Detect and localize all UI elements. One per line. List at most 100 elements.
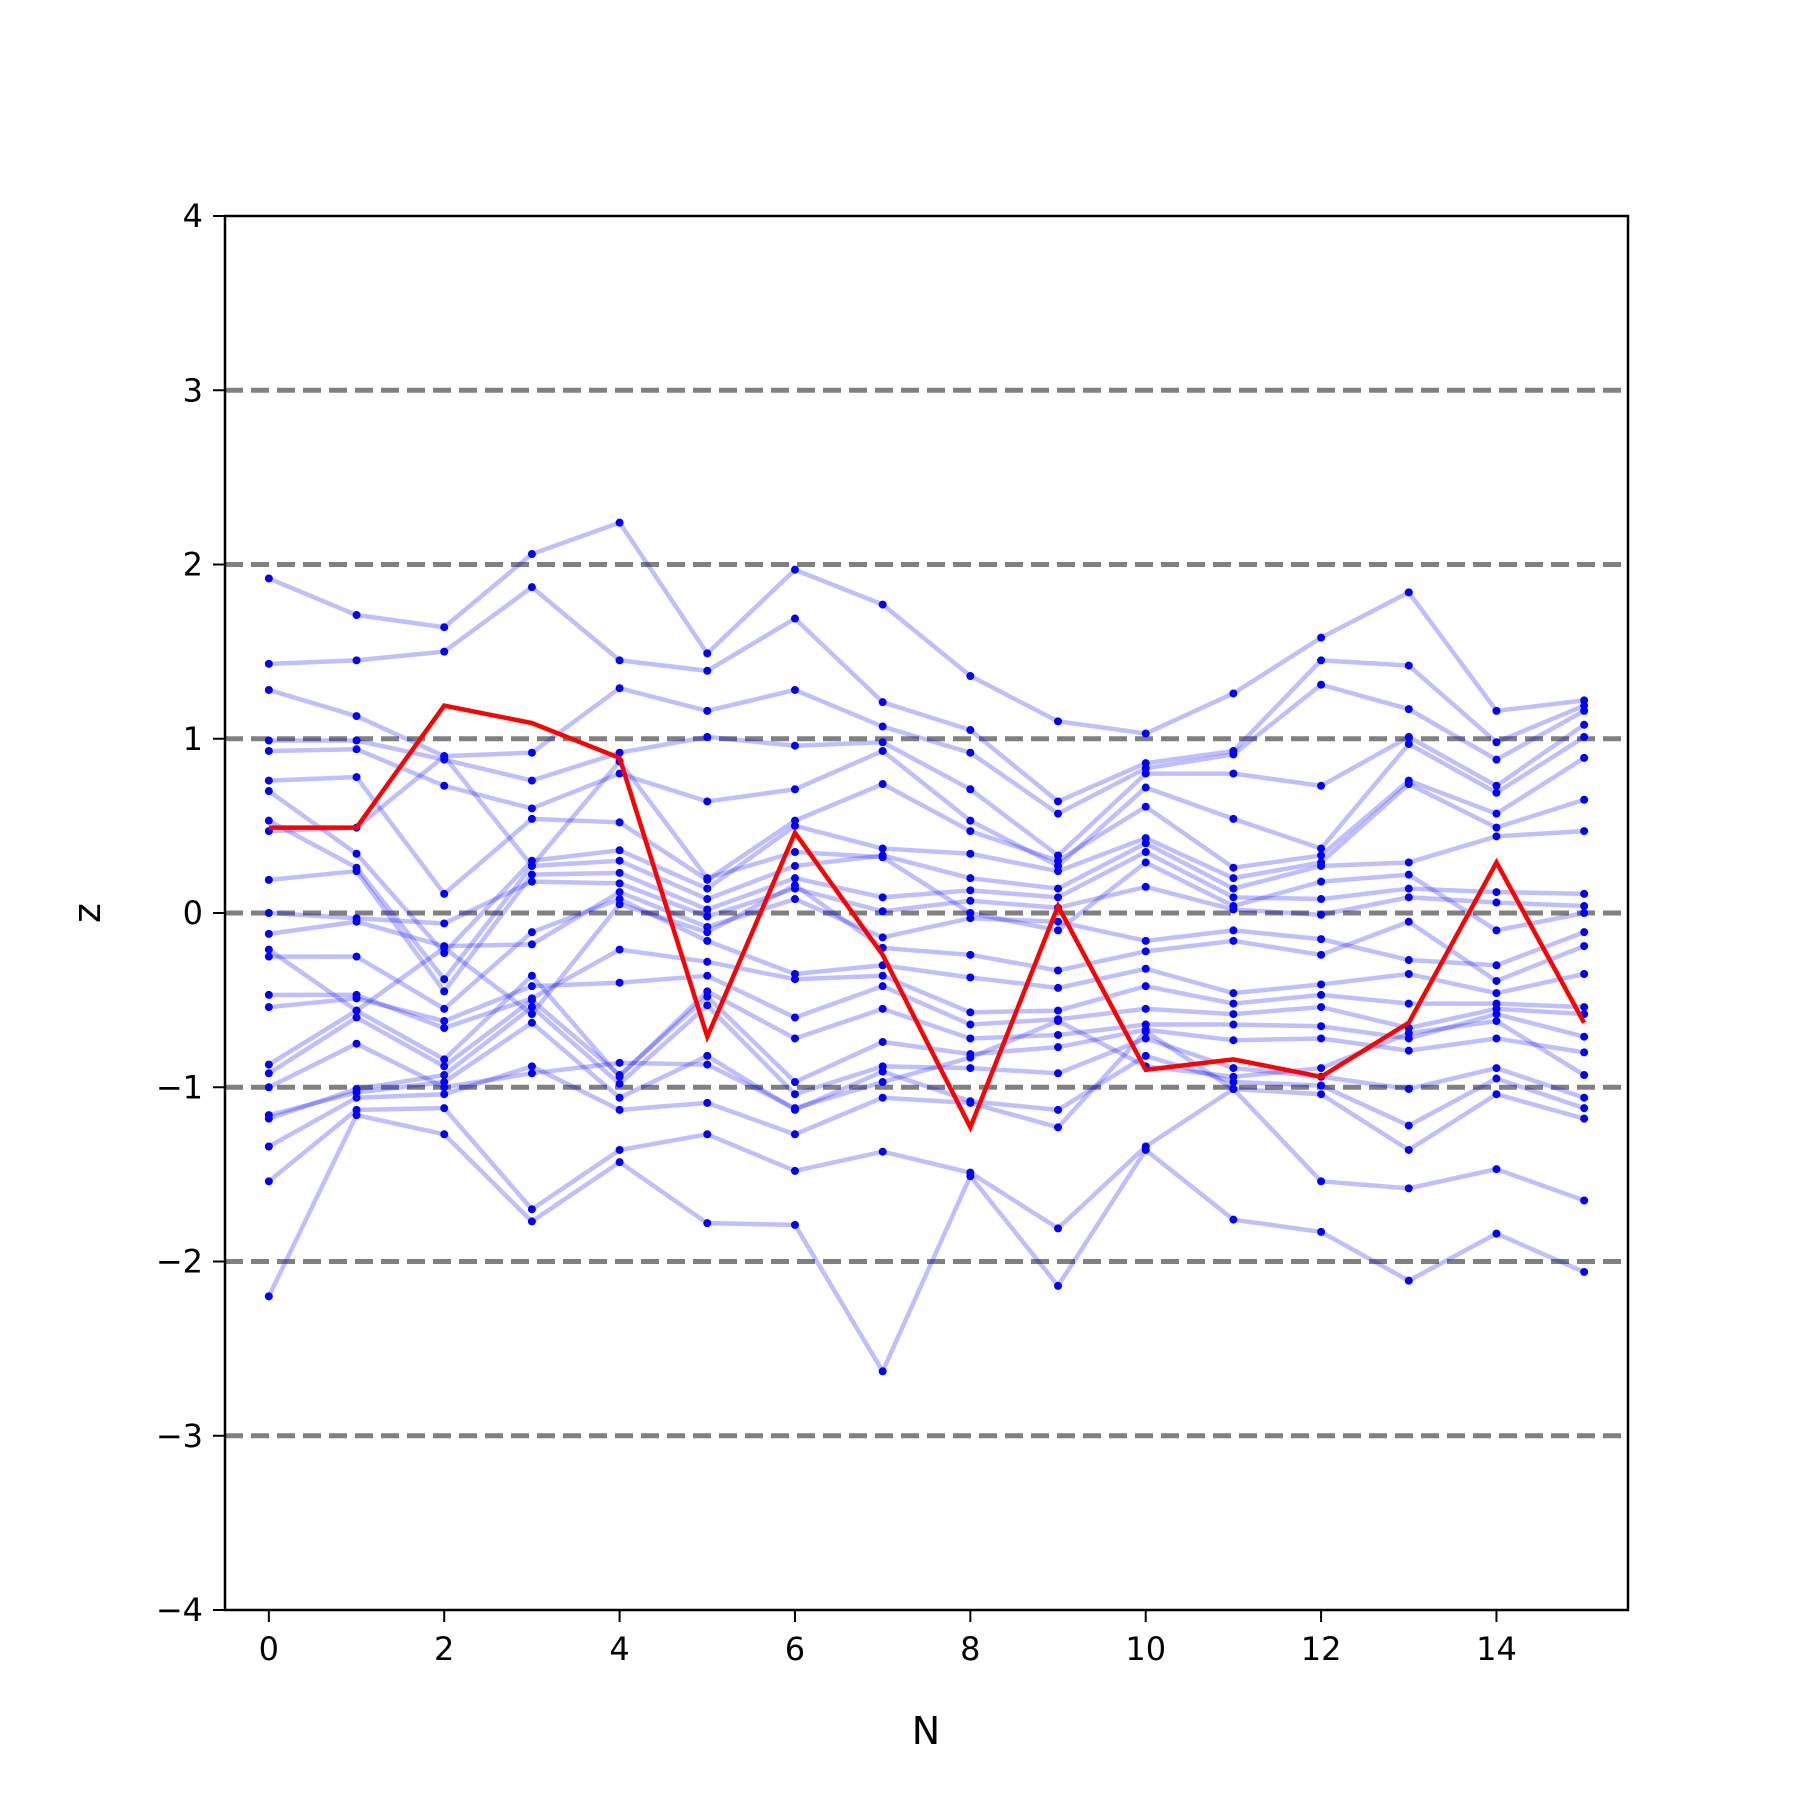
sample-point [878, 1004, 887, 1013]
sample-point [1404, 1276, 1413, 1285]
y-tick-label: 4 [183, 197, 203, 235]
sample-point [527, 1010, 536, 1019]
sample-point [1229, 1064, 1238, 1073]
sample-point [1317, 861, 1326, 870]
sample-point [1404, 780, 1413, 789]
sample-line-14 [267, 818, 1585, 983]
sample-point [1404, 1145, 1413, 1154]
sample-point [264, 1003, 273, 1012]
sample-point [790, 861, 799, 870]
sample-point [1141, 1004, 1150, 1013]
sample-point [878, 1093, 887, 1102]
sample-point [440, 1130, 449, 1139]
x-tick-label: 2 [434, 1630, 454, 1668]
sample-point [703, 905, 712, 914]
sample-point [1580, 1048, 1589, 1057]
sample-point [1492, 706, 1501, 715]
sample-point [1229, 750, 1238, 759]
sample-point [1404, 733, 1413, 742]
sample-point [615, 1145, 624, 1154]
sample-point [615, 888, 624, 897]
sample-point [703, 884, 712, 893]
sample-point [790, 874, 799, 883]
sample-point [1054, 1069, 1063, 1078]
sample-point [1141, 1051, 1150, 1060]
sample-point [264, 746, 273, 755]
sample-point [703, 957, 712, 966]
sample-point [440, 943, 449, 952]
sample-point [1141, 848, 1150, 857]
sample-point [527, 550, 536, 559]
sample-point [703, 1001, 712, 1010]
sample-point [1229, 1084, 1238, 1093]
sample-point [264, 776, 273, 785]
sample-point [527, 994, 536, 1003]
y-axis: −4 −3 −2 −1 0 1 2 3 4 [156, 197, 225, 1629]
sample-point [966, 1020, 975, 1029]
sample-point [1492, 1090, 1501, 1099]
sample-point [1141, 882, 1150, 891]
x-tick-label: 14 [1476, 1630, 1517, 1668]
sample-point [1054, 1224, 1063, 1233]
sample-point [1229, 689, 1238, 698]
sample-point [1580, 1071, 1589, 1080]
sample-point [878, 893, 887, 902]
sample-point [966, 785, 975, 794]
sample-point [703, 1130, 712, 1139]
sample-point [1404, 661, 1413, 670]
x-tick-label: 6 [785, 1630, 805, 1668]
sample-point [1229, 902, 1238, 911]
sample-point [966, 827, 975, 836]
x-tick-label: 4 [609, 1630, 629, 1668]
sample-point [615, 945, 624, 954]
sample-point [615, 1072, 624, 1081]
sample-point [440, 1024, 449, 1033]
sample-point [1229, 884, 1238, 893]
sample-point [703, 1219, 712, 1228]
sample-point [527, 928, 536, 937]
sample-point [1054, 1006, 1063, 1015]
sample-point [703, 895, 712, 904]
sample-point [1404, 999, 1413, 1008]
sample-point [790, 1130, 799, 1139]
sample-point [527, 1018, 536, 1027]
sample-point [966, 896, 975, 905]
x-tick-label: 12 [1301, 1630, 1342, 1668]
sample-point [1229, 989, 1238, 998]
sample-point [1492, 788, 1501, 797]
sample-point [790, 741, 799, 750]
sample-point [1492, 1064, 1501, 1073]
sample-point [703, 649, 712, 658]
sample-point [615, 978, 624, 987]
sample-point [1141, 1034, 1150, 1043]
sample-point [264, 685, 273, 694]
sample-point [352, 1084, 361, 1093]
sample-point [966, 1097, 975, 1106]
sample-point [1317, 935, 1326, 944]
sample-point [1229, 1072, 1238, 1081]
sample-point [1054, 797, 1063, 806]
sample-point [878, 1062, 887, 1071]
sample-point [1492, 926, 1501, 935]
sample-point [440, 752, 449, 761]
sample-point [790, 848, 799, 857]
sample-point [440, 623, 449, 632]
plot-area [225, 387, 1628, 1439]
sample-point [1141, 769, 1150, 778]
sample-point [1317, 633, 1326, 642]
sample-point [1141, 1142, 1150, 1151]
sample-point [1054, 1281, 1063, 1290]
sample-point [1404, 1046, 1413, 1055]
sample-point [1492, 976, 1501, 985]
sample-point [1141, 947, 1150, 956]
sample-point [440, 647, 449, 656]
sample-point [1580, 1003, 1589, 1012]
sample-point [1141, 729, 1150, 738]
sample-point [878, 907, 887, 916]
sample-point [264, 659, 273, 668]
sample-point [1580, 1032, 1589, 1041]
sample-point [703, 971, 712, 980]
sample-point [1404, 893, 1413, 902]
sample-point [1404, 884, 1413, 893]
